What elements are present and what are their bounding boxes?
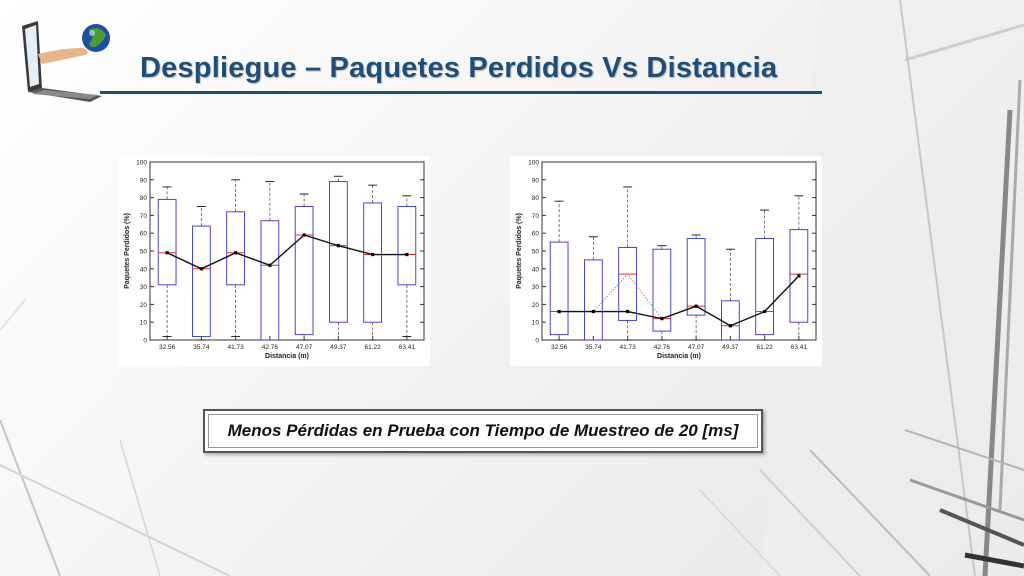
box bbox=[157, 198, 177, 286]
x-tick-label: 41.73 bbox=[227, 344, 244, 351]
y-tick-label: 60 bbox=[140, 231, 148, 238]
x-tick-label: 49.37 bbox=[722, 344, 739, 351]
mean-point bbox=[234, 251, 238, 255]
x-tick-label: 32.56 bbox=[159, 344, 176, 351]
mean-point bbox=[660, 317, 664, 321]
mean-point bbox=[165, 251, 169, 255]
y-tick-label: 60 bbox=[532, 231, 540, 238]
title-underline bbox=[100, 91, 822, 94]
y-tick-label: 0 bbox=[535, 338, 539, 345]
y-tick-label: 80 bbox=[532, 195, 540, 202]
y-tick-label: 10 bbox=[140, 320, 148, 327]
box bbox=[549, 241, 569, 336]
mean-series-line bbox=[166, 234, 407, 270]
x-tick-label: 61.22 bbox=[756, 344, 773, 351]
y-axis-label: Paquetes Perdidos (%) bbox=[516, 213, 523, 289]
y-tick-label: 80 bbox=[140, 195, 148, 202]
y-tick-label: 0 bbox=[143, 338, 147, 345]
y-tick-label: 30 bbox=[140, 284, 148, 291]
laptop-hand-globe-icon bbox=[22, 21, 110, 102]
box bbox=[260, 220, 280, 341]
mean-point bbox=[336, 244, 340, 248]
mean-point bbox=[268, 263, 272, 267]
box bbox=[363, 202, 382, 323]
mean-point bbox=[626, 309, 630, 314]
box bbox=[789, 229, 809, 323]
box-plot-left: 0 10 20 30 40 50 60 70 80 90 100 32.56 35.74 41.73 42.… bbox=[118, 156, 430, 366]
y-tick-label: 50 bbox=[140, 249, 148, 256]
box bbox=[584, 259, 603, 341]
caption-box: Menos Pérdidas en Prueba con Tiempo de M… bbox=[203, 409, 763, 453]
y-tick-label: 90 bbox=[532, 177, 540, 184]
y-tick-label: 90 bbox=[140, 177, 148, 184]
mean-point bbox=[728, 324, 732, 328]
box bbox=[686, 238, 706, 316]
box bbox=[226, 211, 245, 286]
mean-point bbox=[763, 309, 767, 314]
mean-point bbox=[405, 252, 409, 257]
x-tick-label: 41.73 bbox=[619, 344, 636, 351]
x-tick-label: 47.07 bbox=[296, 344, 313, 351]
box bbox=[755, 238, 774, 336]
y-tick-label: 100 bbox=[528, 160, 539, 167]
x-tick-label: 61.22 bbox=[364, 344, 381, 351]
page-title: Despliegue – Paquetes Perdidos Vs Distan… bbox=[140, 52, 778, 84]
x-tick-label: 35.74 bbox=[193, 344, 210, 351]
box-plot-left-svg: 0 10 20 30 40 50 60 70 80 90 100 32.56 35.74 41.73 42.… bbox=[124, 160, 425, 360]
x-tick-label: 42.76 bbox=[654, 344, 671, 351]
box bbox=[329, 181, 348, 323]
box bbox=[618, 246, 637, 321]
mean-point bbox=[302, 233, 306, 237]
y-tick-label: 20 bbox=[140, 302, 148, 309]
y-axis-label: Paquetes Perdidos (%) bbox=[124, 213, 131, 289]
plot-frame bbox=[541, 161, 817, 341]
y-tick-label: 30 bbox=[532, 284, 540, 291]
x-tick-label: 32.56 bbox=[551, 344, 568, 351]
box bbox=[652, 248, 672, 332]
mean-point bbox=[199, 267, 203, 271]
y-tick-label: 10 bbox=[532, 320, 540, 327]
mean-point bbox=[557, 309, 561, 314]
y-tick-label: 100 bbox=[136, 160, 147, 167]
x-axis-label: Distancia (m) bbox=[657, 353, 701, 360]
y-tick-label: 70 bbox=[140, 213, 148, 220]
mean-point bbox=[694, 304, 698, 308]
x-tick-label: 49.37 bbox=[330, 344, 347, 351]
y-tick-label: 20 bbox=[532, 302, 540, 309]
box-plot-right-svg: 0 10 20 30 40 50 60 70 80 90 100 32.56 35.74 41.73 42.… bbox=[516, 160, 817, 360]
x-tick-label: 63.41 bbox=[399, 344, 416, 351]
y-tick-label: 50 bbox=[532, 249, 540, 256]
y-tick-label: 70 bbox=[532, 213, 540, 220]
x-tick-label: 63.41 bbox=[791, 344, 808, 351]
x-tick-label: 35.74 bbox=[585, 344, 602, 351]
mean-series-line bbox=[559, 275, 800, 327]
x-tick-label: 42.76 bbox=[262, 344, 279, 351]
box-plot-right: 0 10 20 30 40 50 60 70 80 90 100 32.56 35.74 41.73 42.… bbox=[510, 156, 822, 366]
caption-text: Menos Pérdidas en Prueba con Tiempo de M… bbox=[227, 421, 739, 440]
box bbox=[397, 206, 417, 286]
x-tick-label: 47.07 bbox=[688, 344, 705, 351]
box bbox=[294, 206, 314, 336]
mean-point bbox=[797, 274, 801, 278]
mean-point bbox=[371, 252, 375, 257]
y-tick-label: 40 bbox=[140, 266, 148, 273]
y-tick-label: 40 bbox=[532, 266, 540, 273]
x-axis-label: Distancia (m) bbox=[265, 353, 309, 360]
mean-point bbox=[591, 309, 595, 314]
box bbox=[192, 225, 211, 337]
box bbox=[721, 300, 740, 341]
